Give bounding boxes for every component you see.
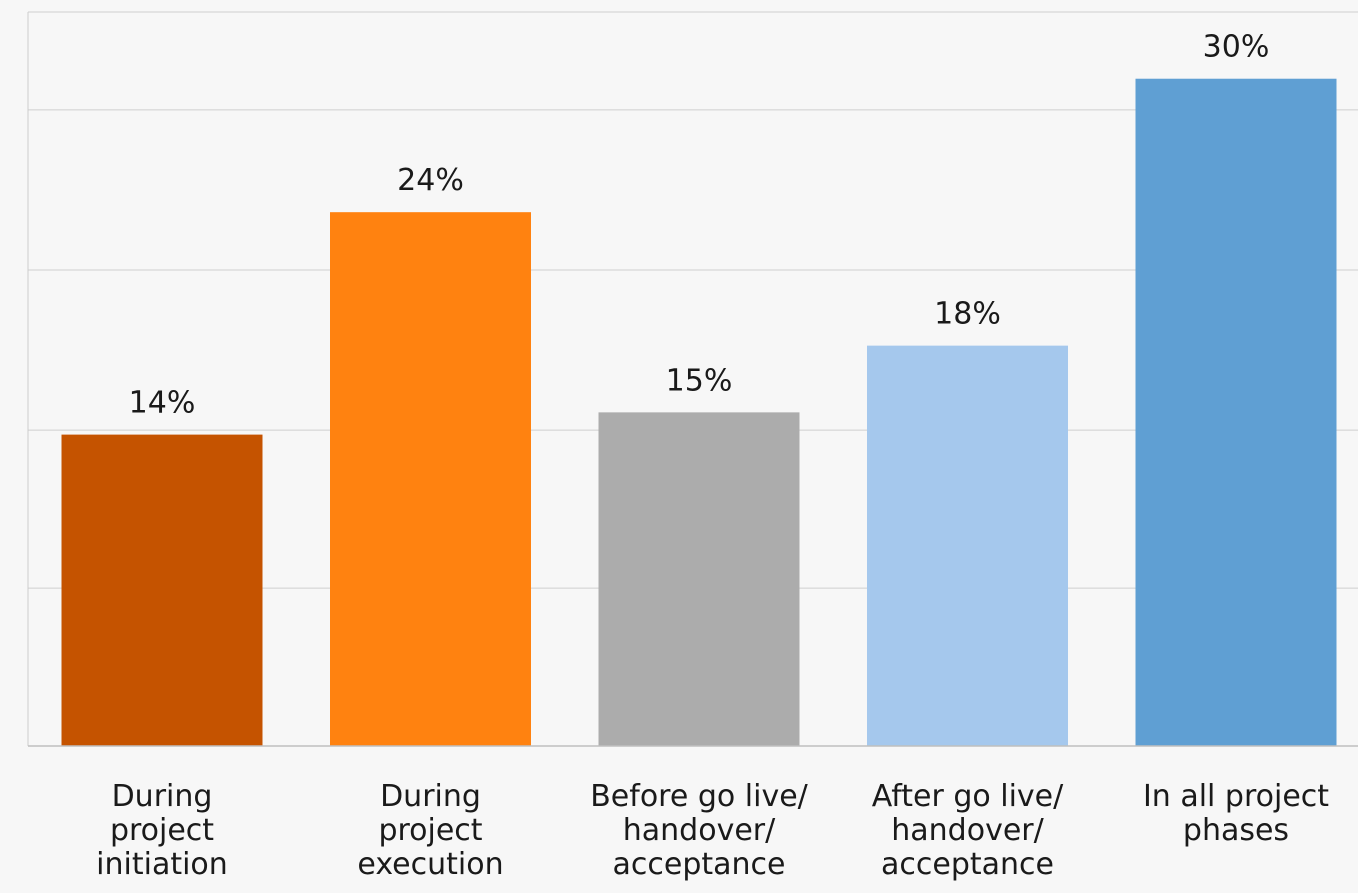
x-tick-label: After go live/handover/acceptance — [872, 779, 1064, 882]
x-tick-label-line: acceptance — [881, 847, 1054, 882]
x-tick-label-line: During — [112, 779, 213, 814]
bar — [1135, 78, 1337, 746]
data-label: 14% — [129, 386, 196, 421]
x-tick-label-line: In all project — [1143, 779, 1329, 814]
x-tick-label: During project initiation — [96, 779, 228, 882]
bar — [867, 345, 1068, 746]
data-label: 15% — [666, 363, 733, 398]
x-tick-label-line: project — [378, 813, 482, 848]
x-tick-label-line: initiation — [96, 847, 228, 882]
x-tick-label: During project execution — [357, 779, 503, 882]
data-label: 18% — [934, 297, 1001, 332]
bar — [598, 412, 800, 746]
x-tick-label-line: project — [110, 813, 214, 848]
x-tick-label-line: handover/ — [891, 813, 1044, 848]
x-tick-label-line: Before go live/ — [590, 779, 808, 814]
data-label: 24% — [397, 163, 464, 198]
bar — [330, 212, 531, 746]
x-tick-label-line: handover/ — [623, 813, 776, 848]
x-tick-label-line: During — [380, 779, 481, 814]
x-tick-label-line: acceptance — [613, 847, 786, 882]
bar — [61, 434, 263, 746]
x-tick-label-line: After go live/ — [872, 779, 1064, 814]
value-labels: 14% 24% 15% 18% 30% — [129, 30, 1270, 421]
x-tick-label-line: phases — [1183, 813, 1289, 848]
data-label: 30% — [1203, 30, 1270, 65]
x-tick-label: Before go live/handover/acceptance — [590, 779, 808, 882]
x-tick-label-line: execution — [357, 847, 503, 882]
bars — [61, 78, 1337, 746]
x-tick-label: In all project phases — [1143, 779, 1329, 848]
